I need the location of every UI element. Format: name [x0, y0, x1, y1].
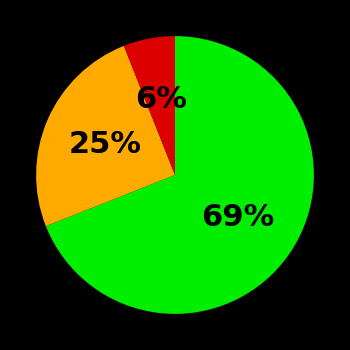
Wedge shape	[36, 46, 175, 226]
Wedge shape	[46, 36, 314, 314]
Text: 6%: 6%	[135, 85, 187, 114]
Text: 69%: 69%	[202, 203, 275, 232]
Text: 25%: 25%	[68, 130, 141, 159]
Wedge shape	[124, 36, 175, 175]
